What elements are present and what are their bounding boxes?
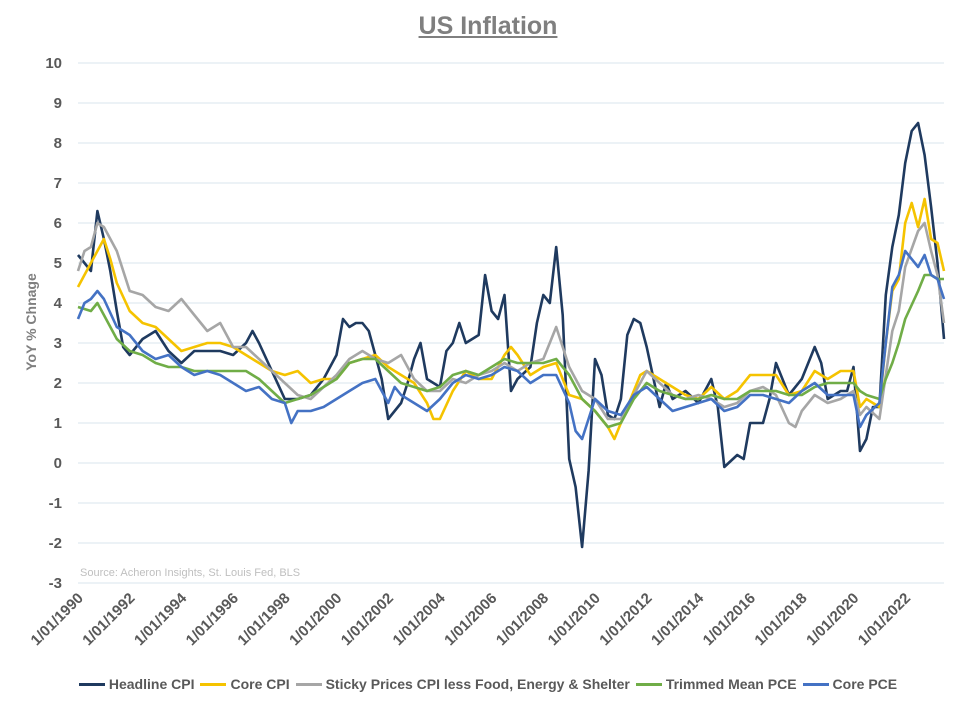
chart-title: US Inflation <box>418 12 558 40</box>
x-tick-label: 1/01/2022 <box>855 590 914 649</box>
series-line-1 <box>76 197 946 441</box>
x-tick-label: 1/01/1994 <box>131 589 191 649</box>
legend: Headline CPI Core CPI Sticky Prices CPI le… <box>0 676 976 692</box>
y-tick-label: 0 <box>54 455 62 472</box>
x-tick-label: 1/01/1996 <box>183 590 242 649</box>
y-tick-label: 7 <box>54 175 62 192</box>
legend-item: Sticky Prices CPI less Food, Energy & Sh… <box>295 676 630 692</box>
x-tick-label: 1/01/1998 <box>234 590 293 649</box>
y-tick-label: 10 <box>45 55 62 72</box>
x-tick-label: 1/01/2002 <box>338 590 397 649</box>
y-tick-label: 4 <box>54 295 63 312</box>
legend-label: Core CPI <box>230 676 290 692</box>
x-tick-label: 1/01/2008 <box>493 590 552 649</box>
x-tick-label: 1/01/2014 <box>648 589 708 649</box>
y-tick-label: -1 <box>49 495 62 512</box>
series-line-4 <box>76 249 946 441</box>
source-note: Source: Acheron Insights, St. Louis Fed,… <box>80 567 300 579</box>
legend-label: Sticky Prices CPI less Food, Energy & Sh… <box>325 676 630 692</box>
x-tick-label: 1/01/2010 <box>545 590 604 649</box>
y-tick-label: 3 <box>54 335 62 352</box>
legend-label: Headline CPI <box>108 676 195 692</box>
y-tick-label: 2 <box>54 375 62 392</box>
y-tick-label: -2 <box>49 535 62 552</box>
legend-item: Core PCE <box>802 676 898 692</box>
y-tick-label: 6 <box>54 215 62 232</box>
y-tick-label: -3 <box>49 575 62 592</box>
legend-swatch <box>295 682 322 686</box>
legend-item: Trimmed Mean PCE <box>635 676 797 692</box>
y-tick-label: 1 <box>54 415 62 432</box>
legend-swatch <box>802 682 829 686</box>
y-axis-ticks: -3 -2 -1 0 1 2 3 4 5 6 7 8 9 10 <box>45 55 62 592</box>
legend-label: Core PCE <box>832 676 898 692</box>
y-axis-label: YoY % Chnage <box>23 273 39 371</box>
x-tick-label: 1/01/2000 <box>286 590 345 649</box>
series-line-0 <box>76 121 946 549</box>
x-tick-label: 1/01/2018 <box>751 590 810 649</box>
x-tick-label: 1/01/2006 <box>441 590 500 649</box>
legend-swatch <box>635 682 662 686</box>
series-line-3 <box>77 273 944 429</box>
y-tick-label: 9 <box>54 95 62 112</box>
legend-swatch <box>200 682 227 686</box>
series-line-2 <box>76 221 946 429</box>
x-tick-label: 1/01/2016 <box>700 590 759 649</box>
x-tick-label: 1/01/1992 <box>79 590 138 649</box>
y-tick-label: 5 <box>54 255 62 272</box>
series-lines <box>76 121 946 549</box>
x-tick-label: 1/01/2012 <box>596 590 655 649</box>
legend-item: Core CPI <box>200 676 290 692</box>
legend-item: Headline CPI <box>78 676 195 692</box>
x-tick-label: 1/01/2020 <box>803 590 862 649</box>
x-tick-label: 1/01/2004 <box>390 589 450 649</box>
y-tick-label: 8 <box>54 135 62 152</box>
x-tick-label: 1/01/1990 <box>28 590 87 649</box>
legend-label: Trimmed Mean PCE <box>665 676 797 692</box>
legend-swatch <box>78 682 105 686</box>
x-axis-ticks: 1/01/19901/01/19921/01/19941/01/19961/01… <box>28 589 914 649</box>
gridlines <box>78 62 944 584</box>
